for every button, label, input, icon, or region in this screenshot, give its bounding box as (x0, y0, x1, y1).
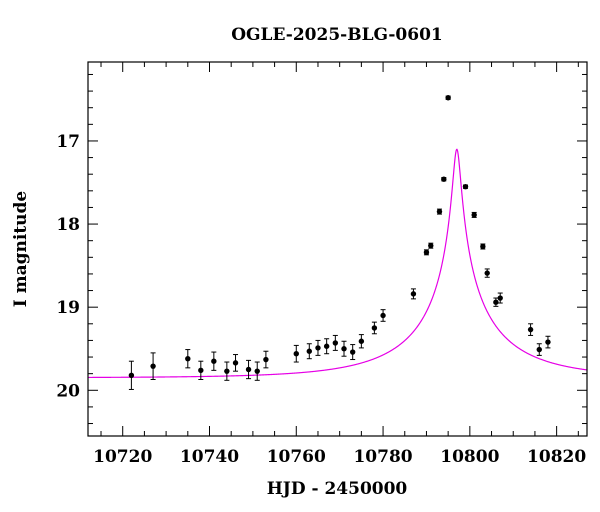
y-axis: 17 18 19 20 (56, 73, 587, 425)
point-marker (445, 95, 451, 101)
point-marker (371, 325, 378, 331)
point-marker (254, 368, 260, 374)
point-marker (232, 360, 239, 366)
point-marker (441, 176, 447, 182)
data-point (484, 268, 490, 278)
x-tick-label: 10720 (93, 447, 152, 467)
data-point (332, 334, 339, 351)
data-point (224, 361, 230, 381)
point-marker (436, 208, 443, 215)
point-marker (462, 183, 469, 190)
point-marker (545, 339, 551, 345)
data-point (423, 249, 430, 256)
data-point (410, 288, 417, 300)
data-point (293, 344, 299, 363)
data-point (128, 360, 135, 390)
point-marker (423, 249, 430, 256)
point-marker (497, 295, 503, 301)
point-marker (185, 356, 191, 362)
y-tick-label: 17 (56, 132, 80, 152)
point-marker (211, 358, 217, 364)
point-marker (358, 338, 365, 344)
data-point (198, 360, 204, 380)
point-marker (150, 363, 156, 369)
data-points (128, 95, 551, 390)
data-point (428, 242, 434, 249)
data-point (497, 292, 503, 304)
data-point (436, 208, 443, 215)
point-marker (315, 345, 321, 351)
data-point (315, 339, 321, 356)
data-point (493, 297, 499, 307)
data-point (462, 183, 469, 190)
data-point (245, 359, 252, 380)
x-tick-label: 10760 (267, 447, 326, 467)
x-axis: 10720 10740 10760 10780 10800 10820 (93, 62, 586, 467)
data-point (263, 350, 269, 369)
x-axis-label: HJD - 2450000 (267, 479, 408, 499)
data-point (380, 309, 386, 322)
point-marker (493, 299, 499, 305)
plot-frame (87, 61, 588, 437)
point-marker (323, 343, 330, 349)
y-tick-label: 18 (56, 215, 80, 235)
chart-title: OGLE-2025-BLG-0601 (231, 25, 443, 45)
data-point (341, 340, 347, 357)
x-tick-label: 10800 (440, 447, 499, 467)
data-point (545, 335, 551, 349)
data-point (371, 321, 378, 335)
point-marker (293, 351, 299, 357)
point-marker (410, 291, 417, 297)
point-marker (245, 366, 252, 373)
data-point (358, 334, 365, 349)
data-point (536, 343, 542, 356)
point-marker (484, 270, 490, 276)
data-point (349, 344, 356, 361)
data-point (150, 352, 156, 380)
point-marker (198, 367, 204, 374)
point-marker (349, 349, 356, 355)
data-point (471, 211, 477, 218)
y-axis-label: I magnitude (11, 191, 31, 308)
point-marker (263, 356, 269, 363)
point-marker (527, 326, 534, 333)
data-point (441, 176, 447, 182)
point-marker (332, 340, 339, 346)
point-marker (128, 372, 135, 379)
y-tick-label: 19 (56, 298, 80, 318)
data-point (480, 243, 486, 250)
data-point (445, 95, 451, 101)
point-marker (480, 243, 486, 250)
data-point (527, 323, 534, 336)
point-marker (380, 312, 386, 319)
x-tick-label: 10780 (353, 447, 412, 467)
data-point (254, 361, 260, 381)
point-marker (471, 212, 477, 218)
y-tick-label: 20 (56, 381, 80, 401)
data-point (306, 343, 312, 360)
point-marker (306, 348, 312, 354)
data-point (232, 354, 239, 372)
model-curve (88, 148, 587, 379)
point-marker (428, 242, 434, 249)
x-tick-label: 10820 (527, 447, 586, 467)
point-marker (224, 368, 230, 374)
point-marker (341, 346, 347, 352)
data-point (185, 349, 191, 369)
point-marker (536, 346, 542, 353)
x-tick-label: 10740 (180, 447, 239, 467)
data-point (211, 351, 217, 371)
data-point (323, 338, 330, 355)
